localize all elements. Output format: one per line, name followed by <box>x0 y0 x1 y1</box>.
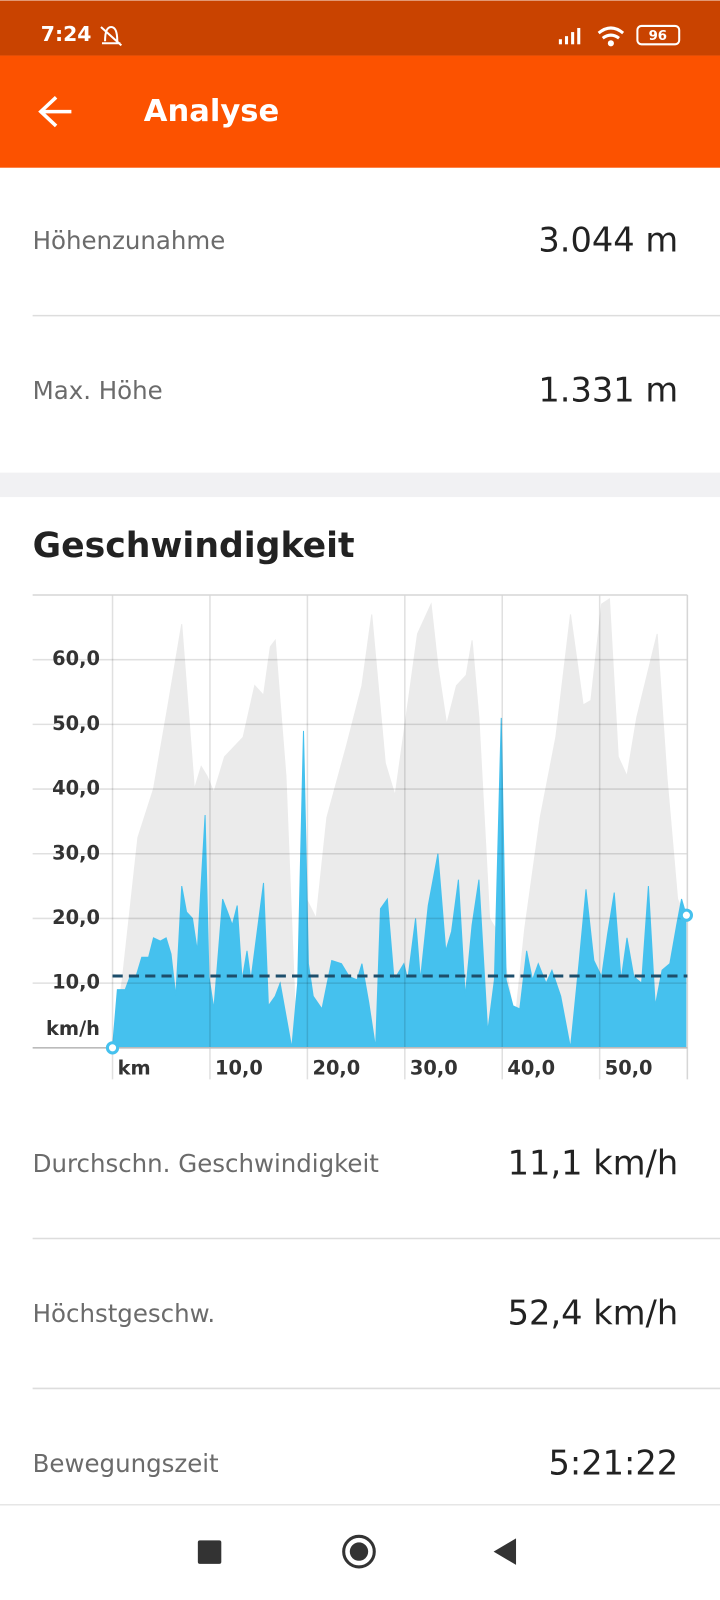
section-separator <box>0 472 720 498</box>
signal-icon <box>558 27 581 45</box>
back-button[interactable] <box>38 96 72 128</box>
x-tick-label: 40,0 <box>507 1057 555 1080</box>
area <box>112 717 687 1048</box>
y-tick-label: 60,0 <box>52 647 100 670</box>
stat-value: 1.331 m <box>538 371 678 410</box>
x-tick-label: km <box>118 1057 151 1080</box>
y-tick-label: 40,0 <box>52 777 100 800</box>
stat-value: 5:21:22 <box>548 1443 678 1482</box>
y-tick-label: 30,0 <box>52 841 100 864</box>
wifi-dot <box>607 40 614 47</box>
stat-label: Höchstgeschw. <box>33 1299 216 1328</box>
chart-title: Geschwindigkeit <box>33 526 355 566</box>
x-tick-label: 50,0 <box>605 1057 653 1080</box>
x-tick-label: 10,0 <box>215 1057 263 1080</box>
x-tick-label: 30,0 <box>410 1057 458 1080</box>
back-nav-button[interactable] <box>493 1538 517 1565</box>
y-tick-label: 20,0 <box>52 906 100 929</box>
area <box>112 598 687 1048</box>
home-button-dot <box>349 1542 369 1561</box>
status-bar <box>0 0 720 56</box>
recents-button[interactable] <box>197 1540 222 1564</box>
stat-value: 11,1 km/h <box>508 1144 679 1183</box>
chart: 10,0 20,0 30,0 40,0 50,0 60,0 km/h km 10,0 20,0 30… <box>32 594 694 1080</box>
app-bar <box>0 55 720 168</box>
y-tick-label: 10,0 <box>52 971 100 994</box>
status-time: 7:24 <box>41 22 92 46</box>
y-tick-label: 50,0 <box>52 712 100 735</box>
battery-icon <box>636 24 681 46</box>
stat-label: Bewegungszeit <box>33 1449 219 1478</box>
area-line <box>111 717 687 1048</box>
y-axis-label: km/h <box>46 1017 100 1040</box>
stat-label: Höhenzunahme <box>33 226 226 255</box>
home-button[interactable] <box>342 1534 376 1569</box>
area-line <box>111 597 687 1048</box>
wifi-icon <box>597 26 625 40</box>
stat-value: 3.044 m <box>538 221 678 260</box>
battery-level: 96 <box>649 29 667 44</box>
end-point <box>105 1041 120 1055</box>
stat-label: Durchschn. Geschwindigkeit <box>33 1149 380 1178</box>
mute-icon <box>100 25 123 47</box>
x-tick-label: 20,0 <box>312 1057 360 1080</box>
end-point <box>679 908 694 922</box>
stat-value: 52,4 km/h <box>508 1294 679 1333</box>
app-title: Analyse <box>144 94 279 129</box>
stat-label: Max. Höhe <box>33 376 163 405</box>
